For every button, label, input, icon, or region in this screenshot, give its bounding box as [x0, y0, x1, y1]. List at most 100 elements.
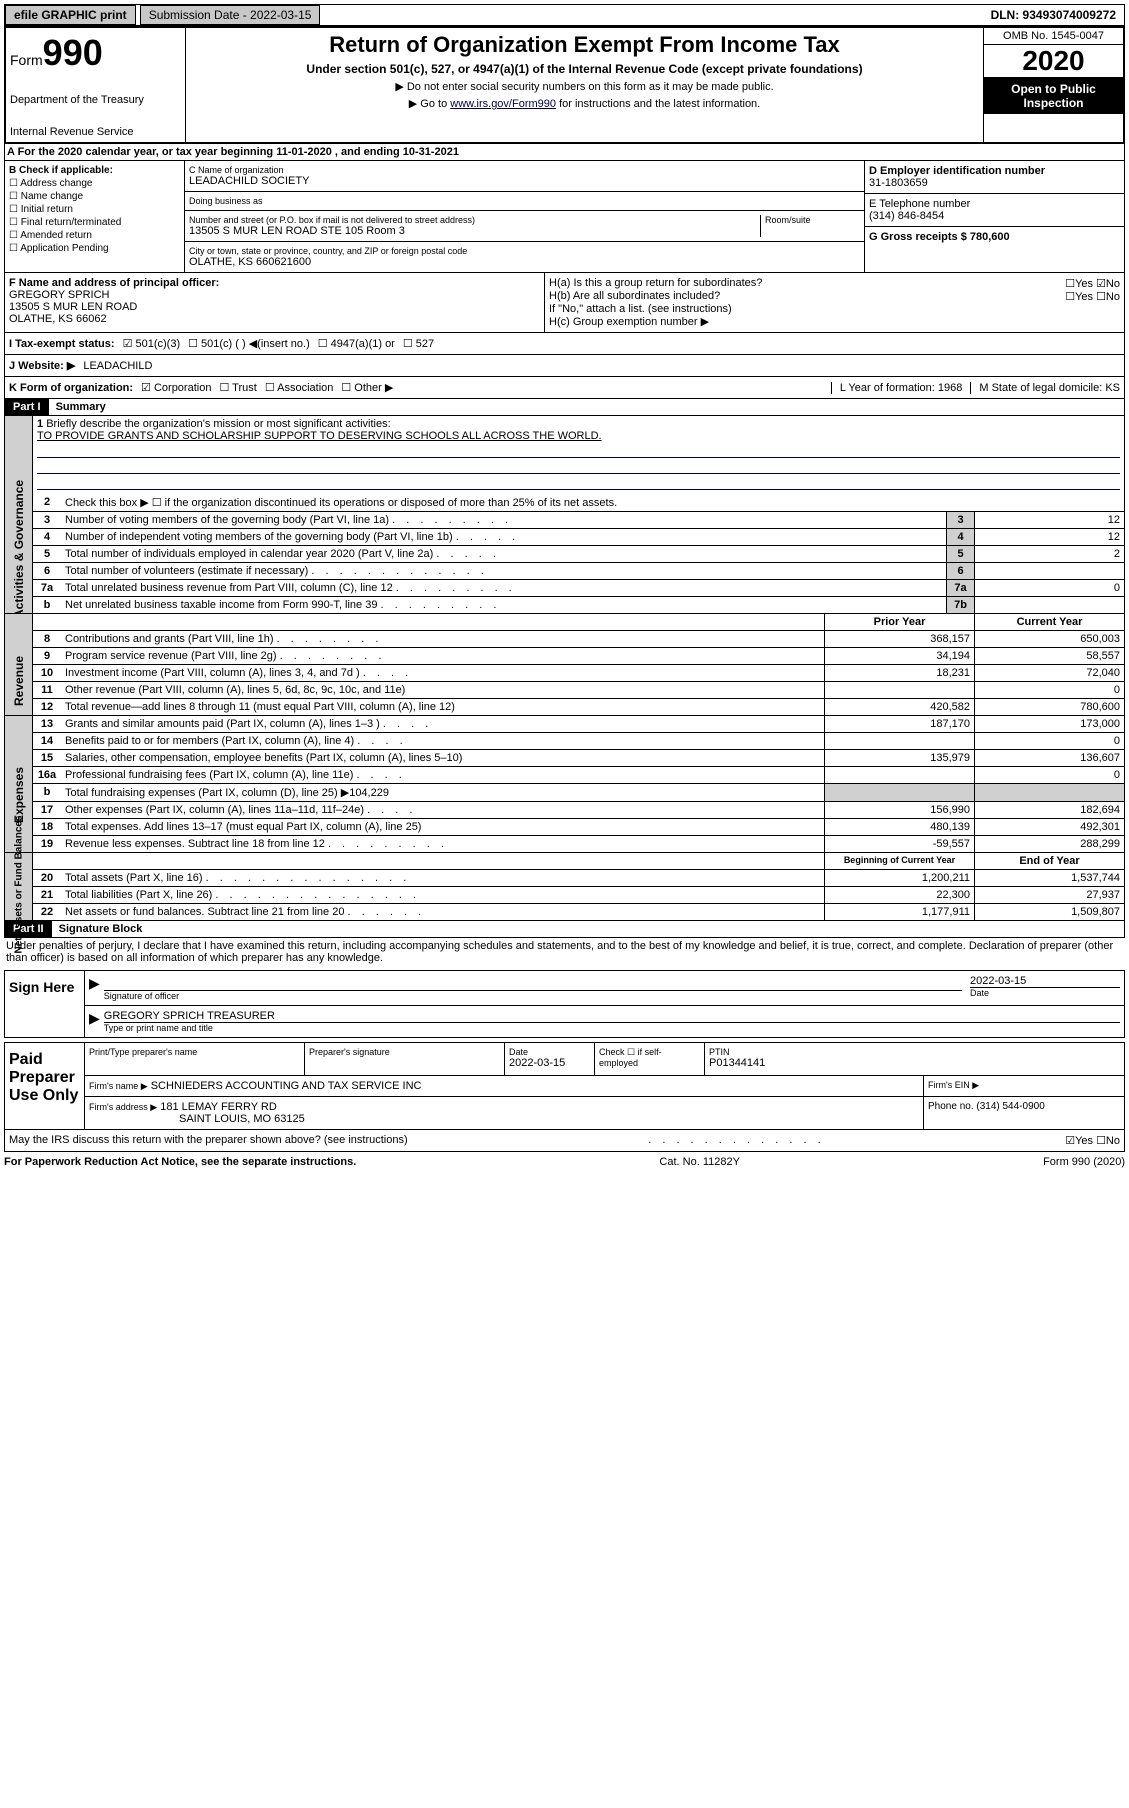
sig-date: 2022-03-15 [970, 975, 1120, 987]
firm-ein: Firm's EIN ▶ [924, 1076, 1124, 1096]
arrow-icon: ▶ [89, 1010, 100, 1033]
check-501c[interactable]: ☐ 501(c) ( ) ◀(insert no.) [188, 337, 310, 350]
line15: Salaries, other compensation, employee b… [61, 750, 824, 766]
p14 [824, 733, 974, 749]
e21: 27,937 [974, 887, 1124, 903]
c13: 173,000 [974, 716, 1124, 732]
note-goto-post: for instructions and the latest informat… [556, 98, 760, 110]
state-domicile: M State of legal domicile: KS [970, 382, 1120, 394]
firm-phone: Phone no. (314) 544-0900 [924, 1097, 1124, 1129]
part1-title: Summary [56, 401, 106, 413]
check-name[interactable]: ☐ Name change [9, 191, 180, 202]
line9: Program service revenue (Part VIII, line… [61, 648, 824, 664]
check-pending[interactable]: ☐ Application Pending [9, 243, 180, 254]
prep-check[interactable]: Check ☐ if self-employed [595, 1043, 705, 1075]
c8: 650,003 [974, 631, 1124, 647]
line1-label: Briefly describe the organization's miss… [46, 418, 390, 430]
c15: 136,607 [974, 750, 1124, 766]
p15: 135,979 [824, 750, 974, 766]
tax-status-row: I Tax-exempt status: ☑ 501(c)(3) ☐ 501(c… [4, 333, 1125, 355]
line7a: Total unrelated business revenue from Pa… [61, 580, 946, 596]
city-label: City or town, state or province, country… [189, 246, 467, 256]
line14: Benefits paid to or for members (Part IX… [61, 733, 824, 749]
check-amended[interactable]: ☐ Amended return [9, 230, 180, 241]
open-public: Open to Public Inspection [984, 78, 1123, 114]
e20: 1,537,744 [974, 870, 1124, 886]
box-b-label: B Check if applicable: [9, 165, 180, 176]
phone-label: E Telephone number [869, 198, 1120, 210]
dept-irs: Internal Revenue Service [10, 126, 181, 138]
sig-date-label: Date [970, 987, 1120, 998]
check-4947[interactable]: ☐ 4947(a)(1) or [318, 337, 395, 350]
check-final[interactable]: ☐ Final return/terminated [9, 217, 180, 228]
check-corp[interactable]: ☑ Corporation [141, 381, 211, 394]
check-other[interactable]: ☐ Other ▶ [341, 381, 393, 394]
val4: 12 [974, 529, 1124, 545]
form-title: Return of Organization Exempt From Incom… [190, 32, 979, 58]
current-year-header: Current Year [974, 614, 1124, 630]
submission-date: Submission Date - 2022-03-15 [140, 5, 321, 25]
ptin-value: P01344141 [709, 1057, 765, 1069]
line8: Contributions and grants (Part VIII, lin… [61, 631, 824, 647]
officer-name: GREGORY SPRICH [9, 289, 540, 301]
p16a [824, 767, 974, 783]
ha-checks[interactable]: ☐Yes ☑No [1065, 277, 1120, 290]
check-501c3[interactable]: ☑ 501(c)(3) [123, 337, 181, 350]
efile-print-button[interactable]: efile GRAPHIC print [5, 5, 136, 25]
form-header: Form990 Department of the Treasury Inter… [4, 26, 1125, 144]
e22: 1,509,807 [974, 904, 1124, 920]
info-grid: B Check if applicable: ☐ Address change … [4, 161, 1125, 273]
check-address[interactable]: ☐ Address change [9, 178, 180, 189]
governance-section: Activities & Governance 1 Briefly descri… [4, 416, 1125, 614]
check-527[interactable]: ☐ 527 [403, 337, 434, 350]
line21: Total liabilities (Part X, line 26) . . … [61, 887, 824, 903]
ptin-label: PTIN [709, 1047, 765, 1057]
line1-num: 1 [37, 418, 43, 430]
sig-officer-label: Signature of officer [104, 991, 962, 1001]
c12: 780,600 [974, 699, 1124, 715]
website-j: J Website: ▶ [9, 359, 75, 372]
c16a: 0 [974, 767, 1124, 783]
mission-text: TO PROVIDE GRANTS AND SCHOLARSHIP SUPPOR… [37, 430, 602, 442]
hb-label: H(b) Are all subordinates included? [549, 290, 1065, 303]
room-label: Room/suite [760, 215, 860, 237]
b20: 1,200,211 [824, 870, 974, 886]
check-assoc[interactable]: ☐ Association [265, 381, 334, 394]
prep-name-label: Print/Type preparer's name [89, 1047, 300, 1057]
netassets-section: Net Assets or Fund Balances Beginning of… [4, 853, 1125, 921]
p8: 368,157 [824, 631, 974, 647]
irs-discuss-checks[interactable]: ☑Yes ☐No [1065, 1134, 1120, 1147]
side-revenue: Revenue [12, 626, 26, 706]
form-number: 990 [43, 32, 103, 73]
line17: Other expenses (Part IX, column (A), lin… [61, 802, 824, 818]
c17: 182,694 [974, 802, 1124, 818]
section-a: A For the 2020 calendar year, or tax yea… [4, 144, 1125, 161]
org-name-label: C Name of organization [189, 165, 860, 175]
p12: 420,582 [824, 699, 974, 715]
sign-here-section: Sign Here ▶ Signature of officer 2022-03… [4, 970, 1125, 1038]
penalties-text: Under penalties of perjury, I declare th… [4, 938, 1125, 966]
c19: 288,299 [974, 836, 1124, 852]
addr-label: Number and street (or P.O. box if mail i… [189, 215, 760, 225]
check-trust[interactable]: ☐ Trust [219, 381, 256, 394]
val3: 12 [974, 512, 1124, 528]
val6 [974, 563, 1124, 579]
check-initial[interactable]: ☐ Initial return [9, 204, 180, 215]
p18: 480,139 [824, 819, 974, 835]
val7b [974, 597, 1124, 613]
officer-addr1: 13505 S MUR LEN ROAD [9, 301, 540, 313]
line6: Total number of volunteers (estimate if … [61, 563, 946, 579]
firm-name-label: Firm's name ▶ [89, 1081, 148, 1091]
firm-addr-label: Firm's address ▶ [89, 1102, 157, 1112]
firm-addr1: 181 LEMAY FERRY RD [160, 1101, 277, 1113]
sign-here-label: Sign Here [5, 971, 85, 1037]
line20: Total assets (Part X, line 16) . . . . .… [61, 870, 824, 886]
paid-preparer-section: Paid Preparer Use Only Print/Type prepar… [4, 1042, 1125, 1130]
year-formation: L Year of formation: 1968 [831, 382, 963, 394]
kform-k: K Form of organization: [9, 382, 133, 394]
ha-label: H(a) Is this a group return for subordin… [549, 277, 1065, 290]
instructions-link[interactable]: www.irs.gov/Form990 [450, 98, 556, 110]
hb-checks[interactable]: ☐Yes ☐No [1065, 290, 1120, 303]
dba-label: Doing business as [189, 196, 263, 206]
b21: 22,300 [824, 887, 974, 903]
